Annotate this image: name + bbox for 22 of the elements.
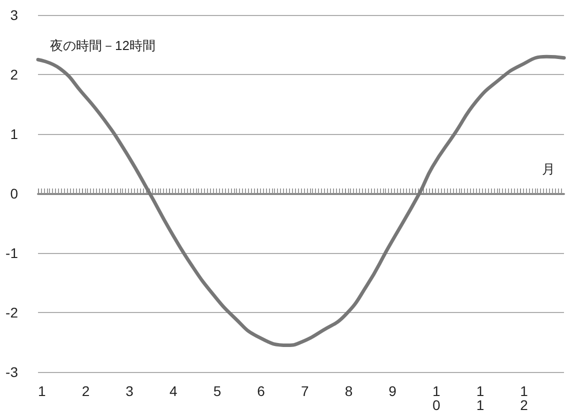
x-tick-label: 6: [257, 383, 266, 399]
x-tick-label: 1: [38, 383, 46, 399]
y-tick-label: -2: [6, 304, 18, 320]
x-tick-label: 2: [82, 383, 90, 399]
annotation: 夜の時間－12時間: [50, 38, 156, 53]
x-tick-label: 5: [213, 383, 222, 399]
x-tick-label: 4: [170, 383, 178, 399]
x-tick-label: 9: [388, 383, 397, 399]
y-tick-label: 3: [10, 7, 18, 23]
line-series: [36, 54, 566, 347]
y-tick-label: -1: [6, 245, 18, 261]
y-tick-label: 2: [10, 66, 18, 82]
x-axis-title: 月: [542, 162, 555, 176]
x-tick-label: 7: [301, 383, 309, 399]
x-tick-label: 1 2: [520, 383, 528, 412]
x-tick-label: 1 1: [476, 383, 484, 412]
x-tick-label: 3: [126, 383, 134, 399]
x-tick-label: 1 0: [432, 383, 440, 412]
y-tick-label: -3: [6, 364, 18, 380]
x-tick-label: 8: [344, 383, 353, 399]
y-tick-label: 0: [10, 186, 18, 202]
y-tick-label: 1: [10, 126, 18, 142]
